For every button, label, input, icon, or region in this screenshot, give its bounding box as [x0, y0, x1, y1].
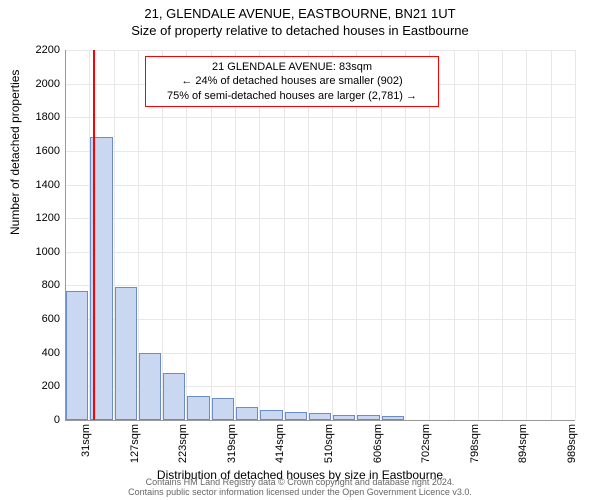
plot-area: 21 GLENDALE AVENUE: 83sqm← 24% of detach… [65, 50, 575, 420]
x-tick-label: 510sqm [323, 424, 335, 474]
y-tick-label: 200 [42, 380, 60, 392]
gridline-v [575, 50, 576, 420]
y-tick-label: 0 [54, 414, 60, 426]
x-tick-label: 702sqm [420, 424, 432, 474]
y-tick-label: 1400 [36, 179, 60, 191]
x-tick-label: 414sqm [274, 424, 286, 474]
y-tick-label: 2200 [36, 44, 60, 56]
gridline-v [502, 50, 503, 420]
histogram-bar [139, 353, 161, 420]
y-axis-line [65, 50, 66, 420]
histogram-bar [212, 398, 234, 420]
histogram-bar [163, 373, 185, 420]
x-tick-label: 894sqm [517, 424, 529, 474]
gridline-h [65, 252, 575, 253]
annotation-box: 21 GLENDALE AVENUE: 83sqm← 24% of detach… [145, 56, 439, 107]
x-tick-label: 31sqm [80, 424, 92, 474]
y-tick-label: 400 [42, 347, 60, 359]
x-tick-label: 989sqm [566, 424, 578, 474]
histogram-bar [66, 291, 88, 421]
histogram-bar [115, 287, 137, 420]
chart-title-sub: Size of property relative to detached ho… [0, 21, 600, 38]
footer-line-2: Contains public sector information licen… [0, 488, 600, 498]
x-axis-line [65, 420, 575, 421]
gridline-h [65, 151, 575, 152]
y-tick-label: 1800 [36, 111, 60, 123]
gridline-h [65, 185, 575, 186]
chart-title-main: 21, GLENDALE AVENUE, EASTBOURNE, BN21 1U… [0, 0, 600, 21]
gridline-v [478, 50, 479, 420]
x-tick-label: 223sqm [177, 424, 189, 474]
gridline-h [65, 218, 575, 219]
x-tick-label: 319sqm [226, 424, 238, 474]
gridline-h [65, 319, 575, 320]
x-tick-label: 127sqm [129, 424, 141, 474]
chart-container: 21, GLENDALE AVENUE, EASTBOURNE, BN21 1U… [0, 0, 600, 500]
gridline-h [65, 117, 575, 118]
y-tick-label: 600 [42, 313, 60, 325]
y-tick-label: 1600 [36, 145, 60, 157]
annotation-line-2: ← 24% of detached houses are smaller (90… [152, 74, 432, 88]
y-tick-label: 2000 [36, 78, 60, 90]
gridline-v [526, 50, 527, 420]
gridline-v [454, 50, 455, 420]
y-tick-label: 1200 [36, 212, 60, 224]
annotation-line-3: 75% of semi-detached houses are larger (… [152, 89, 432, 103]
gridline-h [65, 50, 575, 51]
y-axis-title: Number of detached properties [8, 70, 22, 235]
histogram-bar [260, 410, 282, 420]
annotation-line-1: 21 GLENDALE AVENUE: 83sqm [152, 60, 432, 74]
histogram-bar [285, 412, 307, 420]
histogram-bar [236, 407, 258, 420]
property-marker-line [93, 50, 95, 420]
y-tick-label: 800 [42, 279, 60, 291]
gridline-v [551, 50, 552, 420]
histogram-bar [309, 413, 331, 420]
y-tick-label: 1000 [36, 246, 60, 258]
histogram-bar [187, 396, 209, 420]
x-tick-label: 606sqm [372, 424, 384, 474]
footer-text: Contains HM Land Registry data © Crown c… [0, 478, 600, 498]
x-tick-label: 798sqm [469, 424, 481, 474]
gridline-h [65, 285, 575, 286]
